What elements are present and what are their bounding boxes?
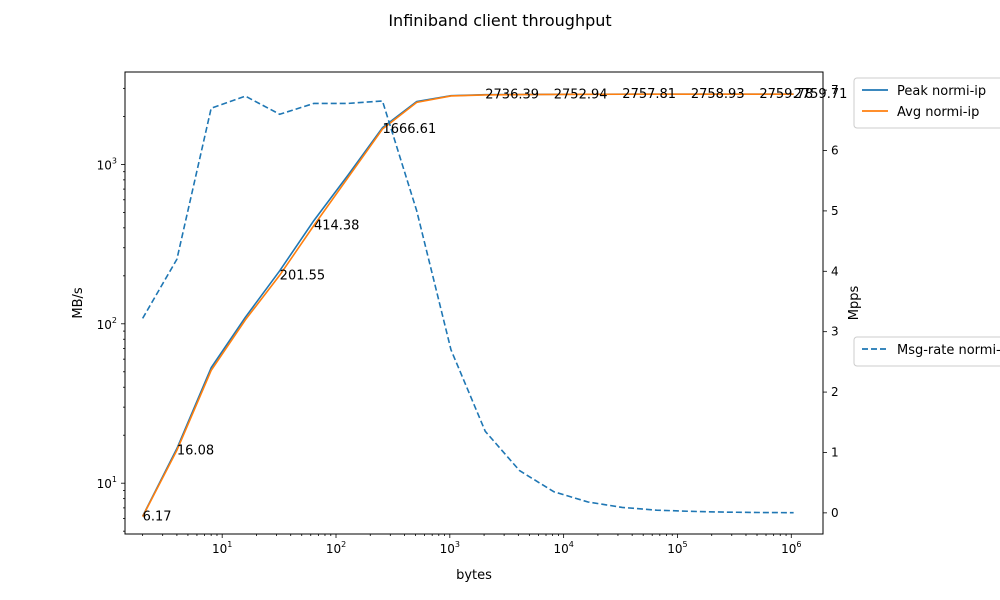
x-tick-base: 10 <box>781 542 796 556</box>
data-label: 1666.61 <box>382 122 436 137</box>
x-tick-base: 10 <box>667 542 682 556</box>
data-labels: 6.17 16.08 201.55 414.38 1666.61 2736.39 2752.… <box>143 87 848 524</box>
data-label: 2759.71 <box>794 87 848 102</box>
y-axis-right-label: Mpps <box>847 286 862 321</box>
y-left-tick-base: 10 <box>97 158 112 172</box>
data-label: 2752.94 <box>554 87 608 102</box>
series-line-1 <box>141 93 794 517</box>
x-tick-base: 10 <box>326 542 341 556</box>
legend-label: Msg-rate normi-ip <box>897 343 1000 358</box>
legends: Peak normi-ip Avg normi-ip Msg-rate normi-… <box>853 77 1000 367</box>
chart-title: Infiniband client throughput <box>388 11 611 30</box>
plot-area <box>141 93 794 517</box>
y-left-tick-exponent: 2 <box>112 316 117 325</box>
data-label: 6.17 <box>143 510 172 525</box>
y-left-tick-label: 101 <box>97 475 117 491</box>
x-tick-exponent: 1 <box>227 540 232 549</box>
y-left-tick-label: 102 <box>97 316 117 332</box>
y-left-tick-base: 10 <box>97 318 112 332</box>
legend-label: Avg normi-ip <box>897 105 979 120</box>
x-tick-exponent: 5 <box>683 540 688 549</box>
y-left-tick-exponent: 1 <box>112 475 117 484</box>
x-tick-exponent: 4 <box>569 540 574 549</box>
x-tick-label: 104 <box>553 540 573 556</box>
data-label: 2736.39 <box>485 88 539 103</box>
x-tick-exponent: 2 <box>341 540 346 549</box>
data-label: 2757.81 <box>622 87 676 102</box>
x-axis-label: bytes <box>456 568 492 583</box>
data-label: 201.55 <box>280 268 326 283</box>
data-label: 2758.93 <box>691 87 745 102</box>
x-tick-label: 101 <box>212 540 232 556</box>
data-label: 414.38 <box>314 218 360 233</box>
y-right-tick-label: 7 <box>831 83 839 97</box>
y-left-tick-exponent: 3 <box>112 156 117 165</box>
y-right-tick-label: 5 <box>831 204 839 218</box>
x-tick-exponent: 3 <box>455 540 460 549</box>
x-tick-label: 105 <box>667 540 687 556</box>
y-right-tick-label: 2 <box>831 385 839 399</box>
series-line-0 <box>141 93 794 517</box>
data-label: 2759.78 <box>759 87 813 102</box>
x-tick-base: 10 <box>440 542 455 556</box>
y-axis-left-label: MB/s <box>71 287 86 319</box>
y-left-tick-base: 10 <box>97 477 112 491</box>
x-tick-base: 10 <box>553 542 568 556</box>
x-tick-base: 10 <box>212 542 227 556</box>
x-tick-exponent: 6 <box>796 540 801 549</box>
y-left-tick-label: 103 <box>97 156 117 172</box>
y-right-tick-label: 6 <box>831 144 839 158</box>
legend-box <box>853 336 1000 367</box>
y-right-tick-label: 1 <box>831 445 839 459</box>
x-tick-label: 103 <box>440 540 460 556</box>
legend-box <box>853 77 1000 129</box>
y-right-tick-label: 3 <box>831 325 839 339</box>
x-tick-label: 106 <box>781 540 801 556</box>
x-tick-label: 102 <box>326 540 346 556</box>
legend-label: Peak normi-ip <box>897 84 986 99</box>
series-line-2 <box>141 95 794 514</box>
y-right-tick-label: 4 <box>831 264 839 278</box>
y-right-tick-label: 0 <box>831 506 839 520</box>
data-label: 16.08 <box>177 443 214 458</box>
plot-frame <box>124 71 824 535</box>
